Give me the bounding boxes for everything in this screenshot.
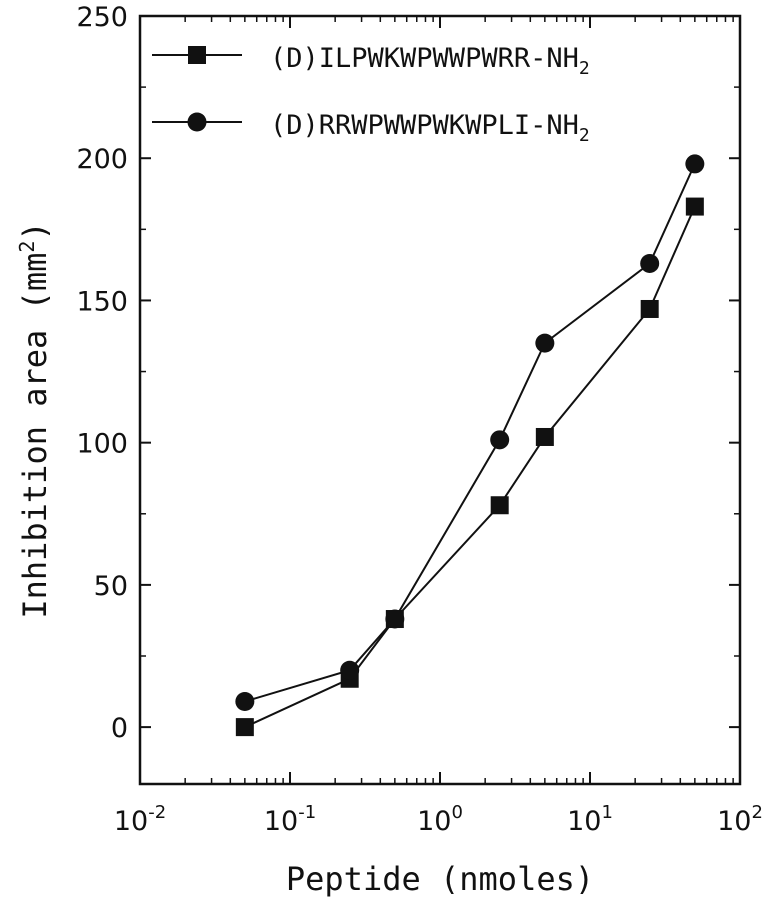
series-2-point — [235, 692, 255, 712]
x-tick-label: 101 — [567, 802, 613, 837]
series-2-point — [685, 154, 705, 174]
legend-label-series-1: (D)ILPWKWPWWPWRR-NH2 — [270, 43, 590, 79]
x-tick-label: 10-1 — [264, 802, 316, 837]
legend: (D)ILPWKWPWWPWRR-NH2 (D)RRWPWWPWKWPLI-NH… — [152, 43, 590, 146]
series-1-line — [244, 206, 696, 729]
y-tick-label: 250 — [76, 2, 128, 33]
series-1-point — [535, 427, 554, 446]
y-tick-label: 100 — [76, 429, 128, 460]
series-2-point — [385, 609, 405, 629]
series-2-line — [244, 163, 696, 703]
series-layer — [235, 154, 705, 737]
legend-label-series-2: (D)RRWPWWPWKWPLI-NH2 — [270, 110, 590, 146]
series-1-point — [490, 496, 509, 515]
legend-marker-series-1 — [188, 46, 206, 64]
series-2-point — [490, 430, 510, 450]
series-1-point — [235, 718, 254, 737]
y-tick-label: 0 — [111, 713, 128, 744]
series-2-point — [340, 660, 360, 680]
y-axis: 0 50 100 150 200 250 — [76, 2, 740, 744]
x-axis: 10-2 10-1 100 101 102 — [114, 16, 763, 837]
series-2-point — [535, 333, 555, 353]
x-tick-label: 10-2 — [114, 802, 166, 837]
y-tick-label: 150 — [76, 286, 128, 317]
y-tick-label: 50 — [94, 571, 128, 602]
series-1-point — [640, 299, 659, 318]
x-axis-title: Peptide (nmoles) — [286, 860, 594, 898]
y-tick-label: 200 — [76, 144, 128, 175]
y-axis-title: Inhibition area (mm2) — [15, 221, 54, 618]
legend-marker-series-2 — [187, 112, 207, 132]
series-1-point — [685, 197, 704, 216]
x-tick-label: 100 — [417, 802, 463, 837]
x-tick-label: 102 — [717, 802, 763, 837]
series-2-point — [640, 253, 660, 273]
